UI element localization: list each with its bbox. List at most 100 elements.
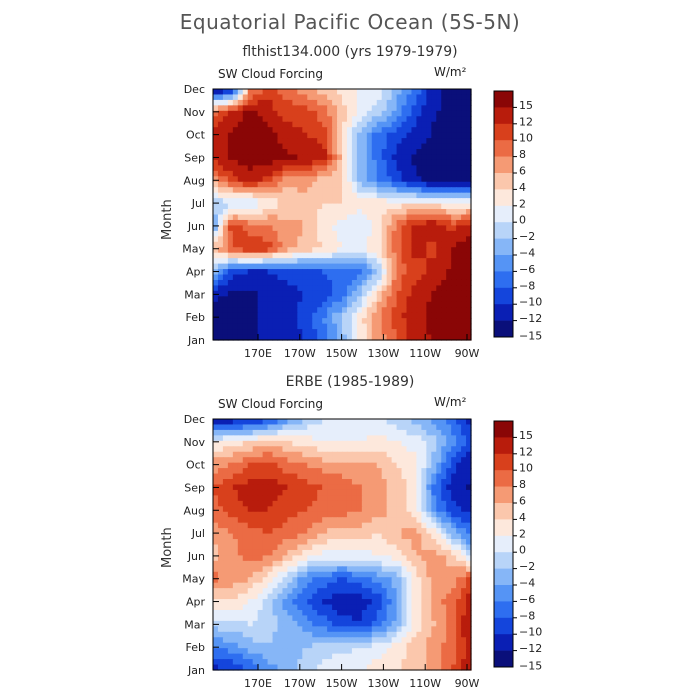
panel2-heatmap-cell	[227, 489, 234, 496]
panel2-heatmap-cell	[232, 457, 239, 464]
panel1-heatmap-cell	[332, 258, 338, 265]
panel2-heatmap-cell	[262, 637, 269, 644]
panel2-heatmap-cell	[307, 571, 313, 578]
panel1-heatmap-cell	[317, 334, 323, 341]
panel2-heatmap-cell	[317, 451, 323, 458]
panel1-heatmap-cell	[431, 274, 437, 281]
panel2-heatmap-cell	[446, 637, 452, 644]
panel1-heatmap-cell	[451, 241, 457, 248]
panel2-heatmap-cell	[436, 511, 442, 518]
panel2-heatmap-cell	[327, 511, 333, 518]
panel2-heatmap-cell	[237, 419, 244, 426]
panel2-heatmap-cell	[282, 462, 289, 469]
panel1-heatmap-cell	[416, 170, 422, 177]
panel1-heatmap-cell	[292, 214, 298, 221]
panel2-heatmap-cell	[461, 653, 467, 660]
panel1-heatmap-cell	[342, 165, 348, 172]
panel2-heatmap-cell	[396, 462, 403, 469]
panel2-heatmap-cell	[307, 626, 313, 633]
panel1-heatmap-cell	[416, 230, 422, 237]
panel2-heatmap-cell	[332, 582, 338, 589]
panel1-heatmap-cell	[317, 132, 323, 139]
panel1-heatmap-cell	[391, 290, 398, 297]
panel2-heatmap-cell	[426, 555, 432, 562]
panel2-heatmap-cell	[406, 653, 413, 660]
panel2-heatmap-cell	[262, 511, 269, 518]
panel1-heatmap-cell	[297, 318, 303, 325]
panel2-heatmap-cell	[386, 588, 393, 595]
panel1-heatmap-cell	[247, 132, 254, 139]
panel1-heatmap-cell	[391, 214, 398, 221]
panel2-heatmap-cell	[391, 637, 398, 644]
panel2-heatmap-cell	[426, 533, 432, 540]
panel2-heatmap-cell	[356, 479, 363, 486]
panel2-heatmap-cell	[322, 479, 328, 486]
panel2-heatmap-cell	[337, 604, 343, 611]
panel2-heatmap-cell	[461, 446, 467, 453]
panel2-heatmap-cell	[217, 560, 224, 567]
panel1-heatmap-cell	[237, 116, 244, 123]
panel2-heatmap-cell	[292, 539, 298, 546]
panel2-heatmap-cell	[406, 424, 413, 431]
panel2-heatmap-cell	[431, 451, 437, 458]
panel1-heatmap-cell	[342, 236, 348, 243]
panel1-heatmap-cell	[366, 279, 373, 287]
panel2-heatmap-cell	[426, 609, 432, 617]
panel1-heatmap-cell	[232, 312, 239, 319]
panel1-heatmap-cell	[267, 290, 274, 297]
panel2-heatmap-cell	[386, 620, 393, 627]
panel1-heatmap-cell	[213, 105, 219, 112]
panel1-heatmap-cell	[277, 301, 284, 308]
panel2-heatmap-cell	[466, 571, 472, 578]
panel1-heatmap-cell	[431, 307, 437, 314]
panel1-heatmap-cell	[337, 296, 343, 303]
panel1-heatmap-cell	[327, 154, 333, 161]
panel1-heatmap-cell	[297, 279, 303, 287]
panel1-heatmap-cell	[426, 252, 432, 259]
panel1-heatmap-cell	[371, 209, 378, 216]
panel2-heatmap-cell	[247, 511, 254, 518]
panel2-heatmap-cell	[272, 571, 279, 578]
panel1-heatmap-cell	[217, 274, 224, 281]
panel1-heatmap-cell	[456, 236, 462, 243]
panel2-heatmap-cell	[292, 648, 298, 655]
panel1-heatmap-cell	[441, 312, 447, 319]
panel1-colorbar-label: −4	[519, 247, 535, 260]
panel1-heatmap-cell	[391, 263, 398, 270]
panel1-heatmap-cell	[327, 296, 333, 303]
panel2-heatmap-cell	[282, 539, 289, 546]
panel2-heatmap-cell	[302, 566, 308, 573]
panel2-heatmap-cell	[227, 544, 234, 551]
panel2-variable-label: SW Cloud Forcing	[218, 397, 324, 411]
panel2-heatmap-cell	[451, 440, 457, 447]
panel2-heatmap-cell	[272, 642, 279, 649]
panel2-heatmap-cell	[406, 626, 413, 633]
panel2-heatmap-cell	[396, 588, 403, 595]
panel1-heatmap-cell	[381, 329, 388, 336]
panel2-heatmap-cell	[386, 424, 393, 431]
panel1-heatmap-cell	[287, 296, 293, 303]
panel1-heatmap-cell	[456, 121, 462, 128]
panel1-heatmap-cell	[242, 279, 249, 287]
panel2-heatmap-cell	[391, 642, 398, 649]
panel1-heatmap-cell	[317, 138, 323, 145]
panel1-heatmap-cell	[371, 236, 378, 243]
panel1-heatmap-cell	[421, 247, 427, 254]
panel1-heatmap-cell	[237, 132, 244, 139]
panel1-heatmap-cell	[466, 318, 472, 325]
panel1-heatmap-cell	[426, 269, 432, 276]
panel1-heatmap-cell	[262, 209, 269, 216]
panel1-heatmap-cell	[421, 307, 427, 314]
panel1-heatmap-cell	[217, 241, 224, 248]
panel1-heatmap-cell	[356, 236, 363, 243]
panel2-heatmap-cell	[456, 484, 462, 491]
panel2-heatmap-cell	[277, 473, 284, 480]
panel2-heatmap-cell	[346, 462, 353, 469]
panel2-heatmap-cell	[217, 419, 224, 426]
panel1-heatmap-cell	[287, 181, 293, 188]
panel2-heatmap-cell	[451, 451, 457, 458]
panel2-heatmap-cell	[342, 593, 348, 600]
panel2-heatmap-cell	[302, 489, 308, 496]
panel2-heatmap-cell	[456, 615, 462, 622]
panel2-heatmap-cell	[252, 653, 259, 660]
